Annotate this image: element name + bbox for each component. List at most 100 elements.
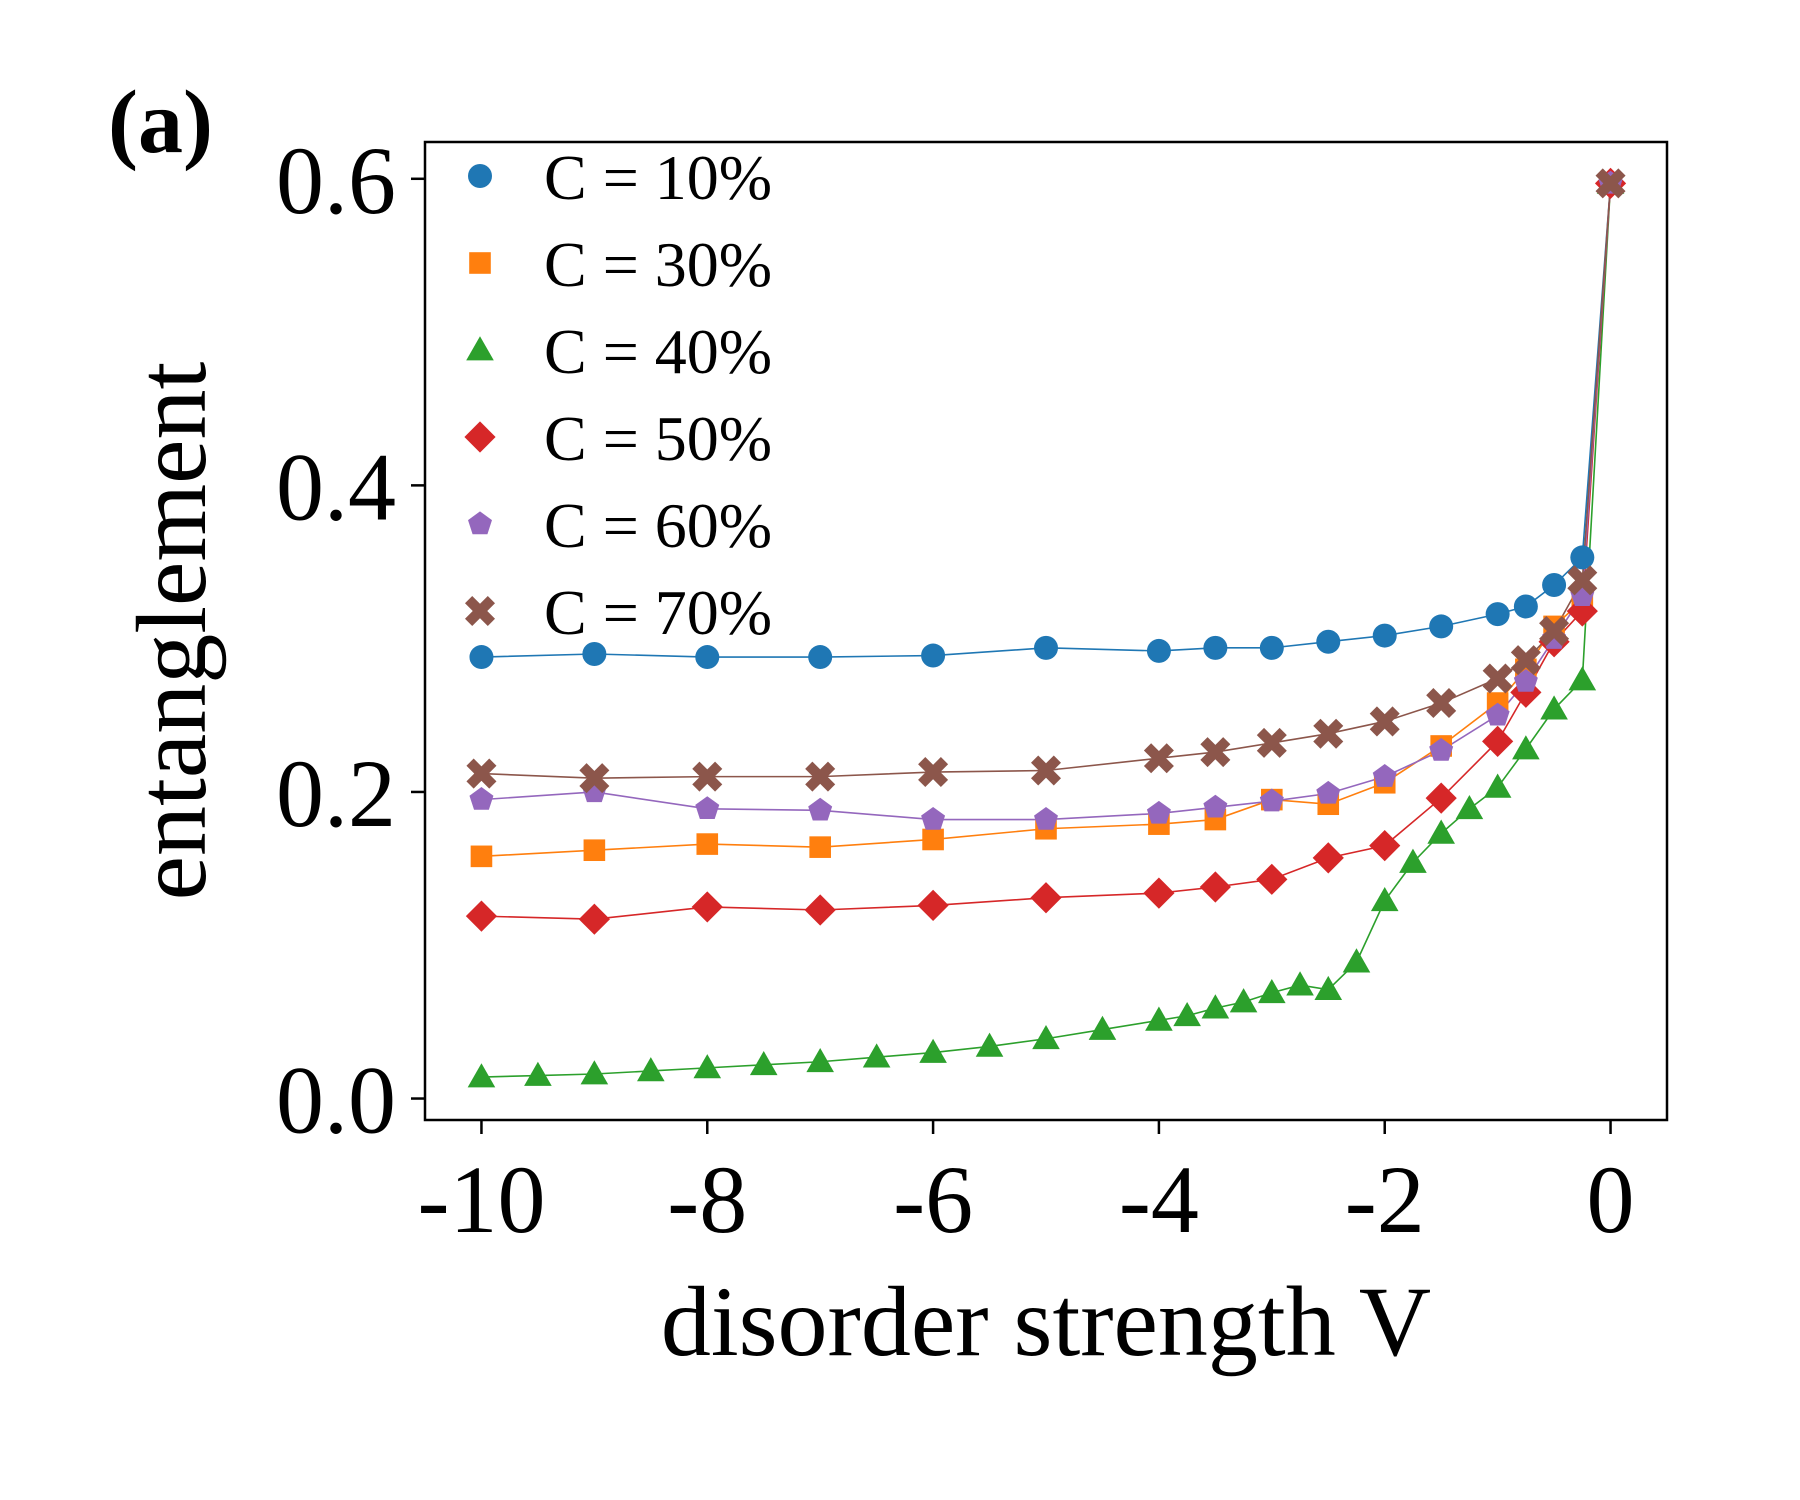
data-point-c-40 xyxy=(1427,819,1455,844)
y-tick-label: 0.4 xyxy=(276,433,396,540)
data-point-c-10 xyxy=(695,645,720,670)
legend-marker-c-40 xyxy=(466,336,494,361)
data-point-c-50 xyxy=(1256,863,1288,895)
data-point-c-40 xyxy=(1455,795,1484,820)
data-point-c-50 xyxy=(691,891,723,923)
data-point-c-40 xyxy=(806,1047,834,1073)
data-point-c-70 xyxy=(1595,168,1626,199)
data-point-c-70 xyxy=(466,758,497,789)
legend-item: C = 40% xyxy=(466,316,772,387)
data-point-c-10 xyxy=(1259,635,1284,660)
y-tick-label: 0.6 xyxy=(276,127,396,234)
data-point-c-40 xyxy=(749,1051,778,1076)
y-tick-label: 0.2 xyxy=(276,740,396,847)
data-point-c-10 xyxy=(921,643,946,668)
data-point-c-40 xyxy=(467,1063,496,1088)
x-tick-label: 0 xyxy=(1587,1146,1635,1253)
legend-label: C = 30% xyxy=(544,229,772,300)
data-point-c-10 xyxy=(1034,635,1058,660)
data-point-c-10 xyxy=(582,641,607,666)
data-point-c-10 xyxy=(1485,602,1510,627)
data-point-c-40 xyxy=(919,1038,947,1063)
data-point-c-40 xyxy=(975,1032,1004,1057)
data-point-c-70 xyxy=(1313,718,1344,749)
plot-markers xyxy=(465,167,1627,1088)
legend-label: C = 70% xyxy=(544,577,772,648)
data-point-c-40 xyxy=(1145,1006,1173,1031)
data-point-c-60 xyxy=(1259,788,1284,812)
data-point-c-30 xyxy=(696,833,719,855)
data-point-c-40 xyxy=(1229,988,1258,1013)
data-point-c-40 xyxy=(524,1061,552,1086)
data-point-c-70 xyxy=(1369,706,1400,737)
data-point-c-10 xyxy=(1513,594,1538,619)
data-point-c-60 xyxy=(1146,800,1171,824)
legend-item: C = 70% xyxy=(464,577,772,648)
data-point-c-70 xyxy=(1256,727,1287,758)
data-point-c-40 xyxy=(1286,971,1314,996)
data-point-c-60 xyxy=(695,796,720,820)
panel-label: (a) xyxy=(108,73,213,172)
data-point-c-50 xyxy=(1143,877,1175,909)
legend-marker-c-60 xyxy=(468,511,492,535)
data-point-c-10 xyxy=(1316,629,1341,654)
legend-label: C = 40% xyxy=(544,316,772,387)
data-point-c-40 xyxy=(1314,975,1343,1001)
data-point-c-70 xyxy=(692,761,723,792)
data-point-c-60 xyxy=(1034,806,1058,830)
legend-item: C = 50% xyxy=(464,403,772,474)
series-markers-c-70 xyxy=(466,168,1626,794)
legend-item: C = 30% xyxy=(469,229,772,300)
data-point-c-70 xyxy=(1426,688,1457,719)
data-point-c-50 xyxy=(465,900,498,932)
data-point-c-40 xyxy=(1370,886,1399,912)
x-tick-label: -6 xyxy=(893,1146,973,1253)
legend-marker-c-50 xyxy=(464,421,496,453)
data-point-c-60 xyxy=(1203,794,1228,818)
y-axis: 0.0 0.2 0.4 0.6 xyxy=(276,127,425,1154)
legend: C = 10% C = 30% C = 40% C = 50% C = 60% C = 7… xyxy=(464,142,772,648)
x-tick-label: -4 xyxy=(1119,1146,1199,1253)
data-point-c-40 xyxy=(1088,1015,1117,1040)
data-point-c-60 xyxy=(1372,764,1397,787)
x-axis-label: disorder strength V xyxy=(661,1266,1431,1377)
data-point-c-10 xyxy=(1146,638,1171,663)
legend-marker-c-70 xyxy=(464,595,496,627)
data-point-c-50 xyxy=(1482,725,1514,757)
data-point-c-10 xyxy=(1570,545,1595,570)
data-point-c-60 xyxy=(1485,702,1510,726)
data-point-c-40 xyxy=(1568,666,1597,691)
data-point-c-70 xyxy=(805,761,836,792)
data-point-c-40 xyxy=(1342,948,1371,973)
data-point-c-10 xyxy=(469,645,494,670)
data-point-c-70 xyxy=(1030,755,1062,786)
series-markers-c-40 xyxy=(467,169,1625,1088)
data-point-c-50 xyxy=(1030,882,1062,914)
data-point-c-70 xyxy=(918,757,949,788)
data-point-c-50 xyxy=(1425,782,1457,814)
legend-item: C = 10% xyxy=(468,142,772,213)
data-point-c-40 xyxy=(1032,1024,1060,1050)
data-point-c-30 xyxy=(922,828,944,851)
data-point-c-40 xyxy=(580,1060,609,1085)
x-tick-label: -8 xyxy=(667,1146,747,1253)
data-point-c-10 xyxy=(808,645,833,670)
data-point-c-40 xyxy=(1399,848,1427,873)
legend-label: C = 50% xyxy=(544,403,772,474)
data-point-c-40 xyxy=(1201,994,1230,1019)
data-point-c-70 xyxy=(1510,645,1541,676)
data-point-c-30 xyxy=(470,845,493,868)
data-point-c-50 xyxy=(804,894,836,926)
data-point-c-50 xyxy=(1369,830,1401,862)
plot-frame xyxy=(423,140,1669,1122)
data-point-c-60 xyxy=(808,797,833,821)
data-point-c-70 xyxy=(1539,615,1570,647)
y-axis-label: entanglement xyxy=(116,361,227,900)
data-point-c-10 xyxy=(1203,635,1228,660)
data-point-c-40 xyxy=(693,1054,722,1079)
data-point-c-60 xyxy=(469,787,494,810)
legend-label: C = 10% xyxy=(544,142,772,213)
legend-marker-c-30 xyxy=(469,252,491,274)
data-point-c-40 xyxy=(862,1043,891,1068)
